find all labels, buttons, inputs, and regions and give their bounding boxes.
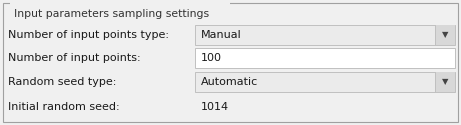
FancyBboxPatch shape — [3, 3, 458, 122]
FancyBboxPatch shape — [10, 0, 230, 10]
Text: Manual: Manual — [201, 30, 242, 40]
Text: ▼: ▼ — [442, 78, 448, 86]
Text: Number of input points:: Number of input points: — [8, 53, 141, 63]
Text: Number of input points type:: Number of input points type: — [8, 30, 169, 40]
FancyBboxPatch shape — [435, 72, 455, 92]
FancyBboxPatch shape — [195, 48, 455, 68]
FancyBboxPatch shape — [435, 25, 455, 45]
Text: Input parameters sampling settings: Input parameters sampling settings — [14, 9, 209, 19]
Text: 1014: 1014 — [201, 102, 229, 112]
Text: 100: 100 — [201, 53, 222, 63]
FancyBboxPatch shape — [195, 25, 455, 45]
Text: Random seed type:: Random seed type: — [8, 77, 116, 87]
Text: ▼: ▼ — [442, 30, 448, 40]
FancyBboxPatch shape — [195, 72, 455, 92]
Text: Initial random seed:: Initial random seed: — [8, 102, 119, 112]
Text: Automatic: Automatic — [201, 77, 258, 87]
